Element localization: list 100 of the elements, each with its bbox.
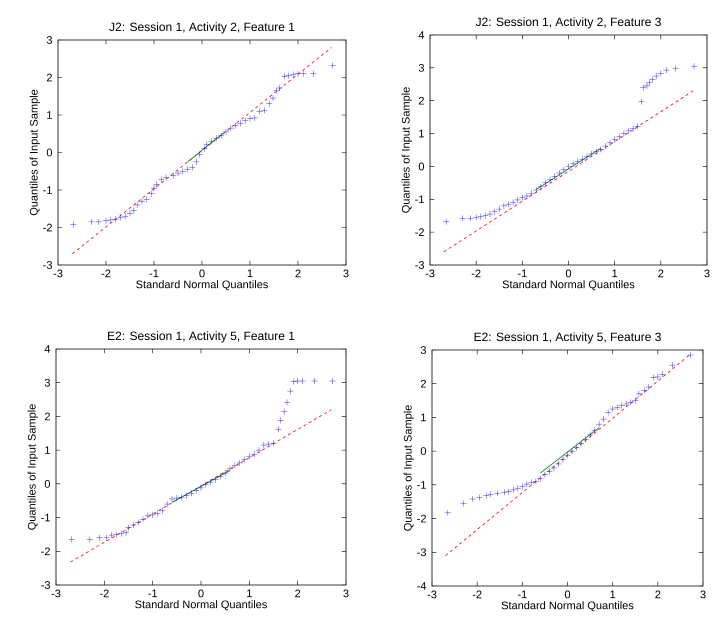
y-tick-label: 2 xyxy=(420,380,426,388)
point xyxy=(153,181,160,188)
point xyxy=(640,84,646,91)
point xyxy=(592,148,600,155)
point xyxy=(242,117,248,124)
point xyxy=(574,158,581,165)
point xyxy=(86,536,94,543)
x-tick-label: -1 xyxy=(518,270,527,278)
point xyxy=(565,163,572,170)
point xyxy=(649,76,656,83)
point xyxy=(256,446,262,454)
point xyxy=(207,478,214,486)
point xyxy=(188,490,195,496)
chart-title: J2: Session 1, Activity 2, Feature 3 xyxy=(476,17,661,28)
point xyxy=(646,79,652,86)
x-tick-label: 0 xyxy=(199,270,205,278)
point xyxy=(524,480,530,488)
point xyxy=(280,408,288,415)
x-tick-label: -2 xyxy=(472,590,482,598)
x-tick-label: -1 xyxy=(150,270,158,278)
point xyxy=(510,199,516,206)
y-tick-label: 1 xyxy=(419,130,424,138)
x-tick-label: -2 xyxy=(102,270,110,278)
y-tick-label: 0 xyxy=(420,447,426,456)
point xyxy=(108,532,115,538)
point xyxy=(687,352,694,358)
point xyxy=(568,448,576,454)
x-tick-label: -3 xyxy=(52,590,60,598)
y-axis-title: Quantiles of Input Sample xyxy=(404,405,414,531)
point xyxy=(237,120,244,126)
point xyxy=(501,489,508,496)
point xyxy=(672,65,679,72)
point xyxy=(118,530,124,537)
point xyxy=(278,417,284,424)
point xyxy=(537,476,544,482)
point xyxy=(213,135,220,142)
point xyxy=(198,484,204,492)
x-tick-label: 0 xyxy=(198,590,204,598)
point xyxy=(232,462,238,468)
point xyxy=(138,198,146,204)
point xyxy=(442,218,450,225)
x-tick-label: -1 xyxy=(518,590,527,598)
point xyxy=(290,378,297,385)
y-tick-label: 3 xyxy=(418,64,424,72)
x-tick-label: 1 xyxy=(612,270,618,278)
y-axis-title: Quantiles of Input Sample xyxy=(30,90,40,216)
chart-title: E2: Session 1, Activity 5, Feature 1 xyxy=(108,331,294,342)
y-tick-label: -3 xyxy=(41,581,50,589)
point xyxy=(170,172,176,179)
y-tick-label: 2 xyxy=(44,412,50,420)
point xyxy=(669,362,676,368)
y-tick-label: 4 xyxy=(44,345,50,353)
point xyxy=(204,141,210,148)
point xyxy=(460,500,467,507)
point xyxy=(196,151,203,158)
y-tick-label: -3 xyxy=(415,261,424,269)
x-tick-label: 2 xyxy=(295,590,300,598)
point xyxy=(208,138,215,144)
point xyxy=(265,440,272,448)
y-tick-label: -1 xyxy=(43,186,52,194)
point xyxy=(217,473,224,480)
point xyxy=(246,116,254,122)
y-tick-label: 0 xyxy=(44,480,50,488)
point xyxy=(500,202,508,210)
point xyxy=(148,190,155,197)
x-tick-label: -3 xyxy=(426,270,434,278)
point xyxy=(68,536,75,543)
x-tick-label: 3 xyxy=(343,270,349,278)
point xyxy=(212,476,219,483)
y-tick-label: -4 xyxy=(417,582,426,590)
y-tick-label: 0 xyxy=(46,148,52,156)
y-tick-label: 3 xyxy=(44,378,50,387)
x-tick-label: 3 xyxy=(704,270,710,278)
point xyxy=(556,170,562,176)
point xyxy=(478,213,484,220)
point xyxy=(551,173,558,180)
point xyxy=(560,166,568,173)
point xyxy=(122,213,128,220)
point xyxy=(154,510,161,517)
point xyxy=(184,166,191,173)
y-tick-label: 1 xyxy=(45,446,50,454)
point xyxy=(275,426,282,432)
y-tick-label: -2 xyxy=(43,224,52,232)
point xyxy=(108,216,114,224)
y-tick-label: -1 xyxy=(415,196,424,204)
point xyxy=(150,184,158,192)
point xyxy=(505,201,512,208)
x-tick-label: 2 xyxy=(655,590,660,598)
point xyxy=(482,212,489,219)
point xyxy=(174,170,182,176)
point xyxy=(252,114,258,122)
y-tick-label: 3 xyxy=(46,36,52,44)
point xyxy=(276,84,283,92)
point xyxy=(472,214,480,221)
point xyxy=(494,490,501,496)
point xyxy=(663,66,670,74)
point xyxy=(510,486,516,494)
x-tick-label: 0 xyxy=(566,270,572,278)
point xyxy=(102,218,110,224)
point xyxy=(623,400,630,408)
